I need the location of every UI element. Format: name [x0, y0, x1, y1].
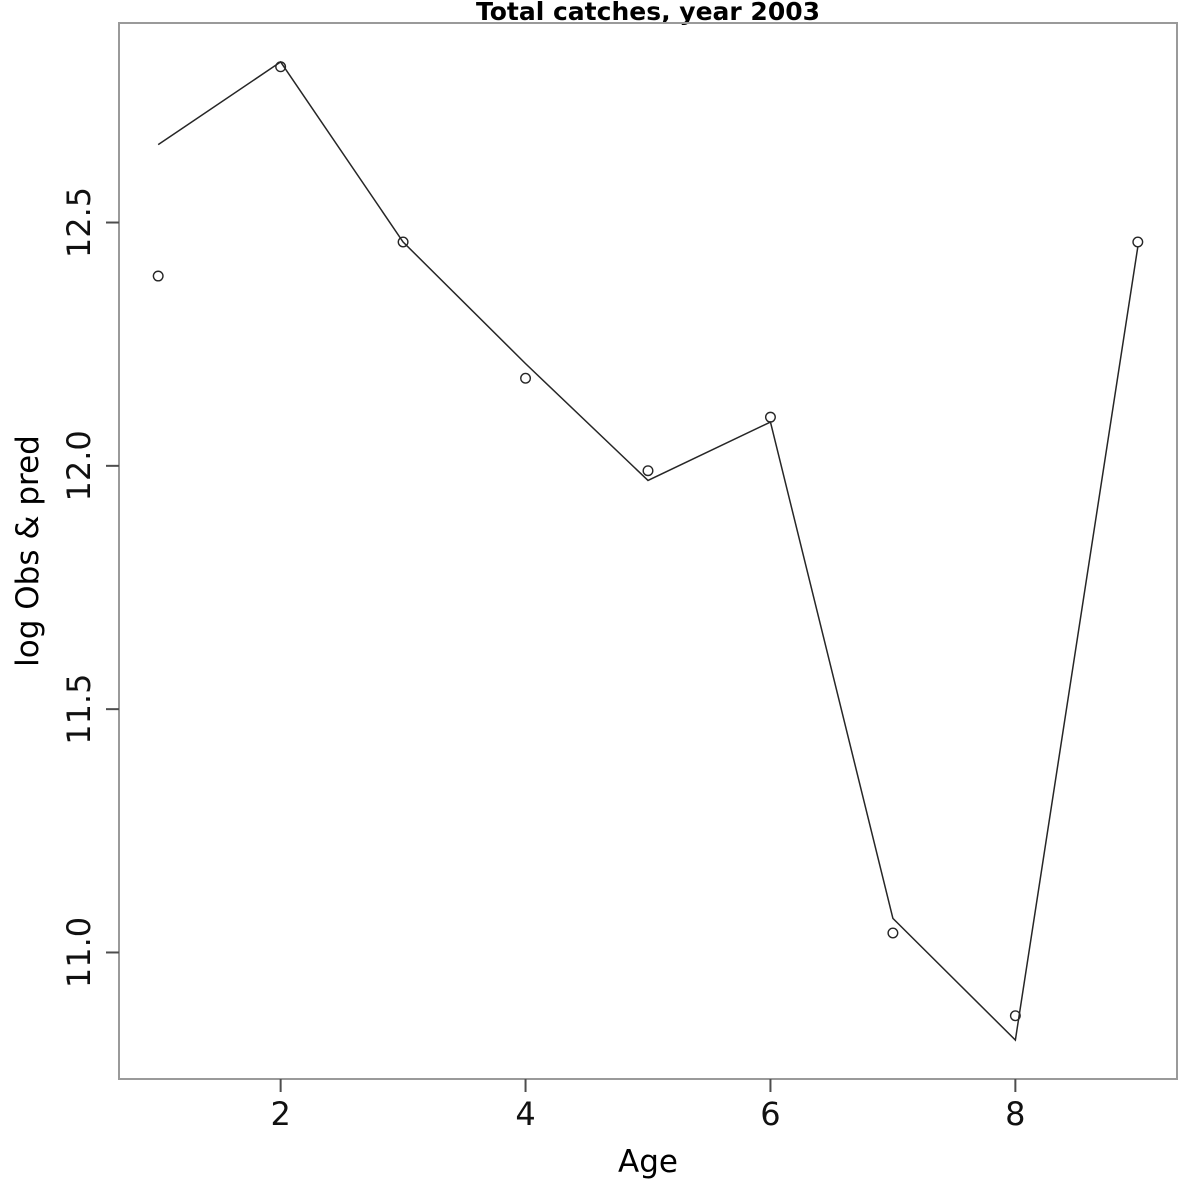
plot-area: 2 4 6 8 11.0 11.5 12.0 12.5 [60, 22, 1178, 1133]
predicted-line [157, 60, 1139, 1042]
x-axis-tick-label: 4 [515, 1095, 535, 1133]
observed-point [520, 372, 532, 384]
y-axis-tick-label: 12.0 [60, 430, 98, 501]
observed-point [887, 927, 899, 939]
observed-point [642, 465, 654, 477]
plot-box [118, 22, 1178, 1080]
x-axis-tick-label: 2 [270, 1095, 290, 1133]
y-axis-tick-label: 12.5 [60, 187, 98, 258]
observed-point [397, 236, 409, 248]
x-axis-tick-label: 6 [760, 1095, 780, 1133]
x-axis-label: Age [618, 1144, 678, 1180]
observed-point [152, 270, 164, 282]
y-axis-label: log Obs & pred [10, 435, 46, 667]
observed-point [764, 411, 776, 423]
y-axis-tick-label: 11.5 [60, 674, 98, 745]
observed-point [275, 61, 287, 73]
observed-point [1009, 1010, 1021, 1022]
x-axis-tick-label: 8 [1005, 1095, 1025, 1133]
y-axis-tick-label: 11.0 [60, 917, 98, 988]
chart-title: Total catches, year 2003 [476, 0, 820, 26]
observed-point [1132, 236, 1144, 248]
